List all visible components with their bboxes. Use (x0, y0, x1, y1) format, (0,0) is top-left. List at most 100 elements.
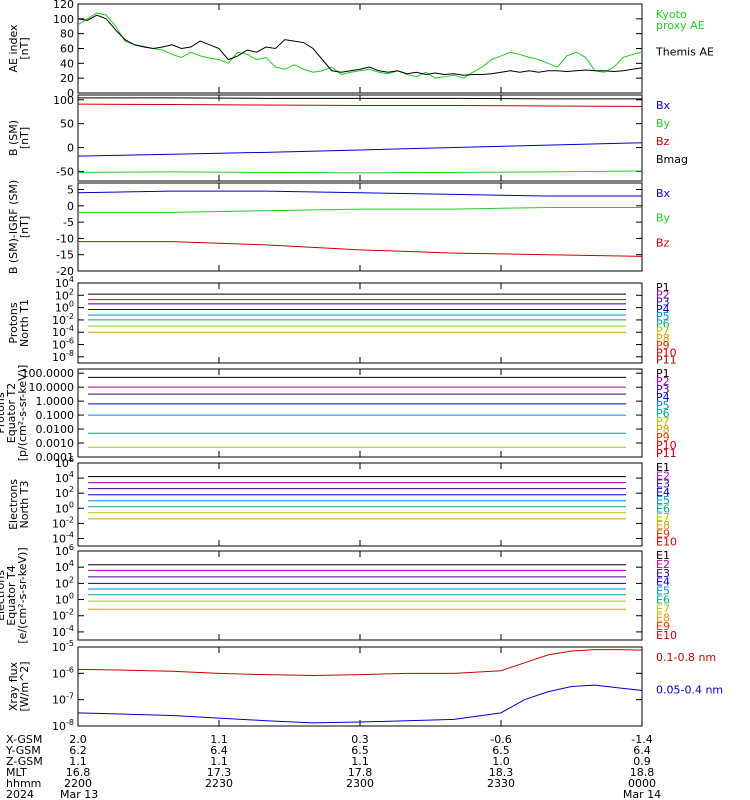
legend-entry: P4 (656, 303, 670, 316)
legend-entry: P3 (656, 296, 670, 309)
legend-entry: P10 (656, 439, 677, 452)
y-tick-label: 102 (55, 575, 74, 590)
x-row-label: MLT (6, 766, 27, 779)
y-tick-label: 10-2 (52, 515, 74, 530)
x-tick-value: 2.0 (69, 733, 87, 746)
x-tick-value: -0.6 (490, 733, 511, 746)
legend-entry: P8 (656, 332, 670, 345)
y-tick-label: 5 (67, 184, 74, 197)
y-tick-label: 1.0000 (36, 395, 75, 408)
y-tick-label: -15 (56, 249, 74, 262)
x-tick-value: 2300 (346, 777, 374, 790)
legend-entry: Themis AE (655, 46, 714, 59)
panel-frame (77, 282, 643, 364)
legend-entry: P5 (656, 310, 670, 323)
series-0-1-0-8-nm (77, 649, 643, 676)
y-tick-label: 10.0000 (29, 381, 75, 394)
legend-entry: P8 (656, 423, 670, 436)
x-tick-value: 2200 (64, 777, 92, 790)
x-tick-value: 17.3 (207, 766, 232, 779)
series-themis-ae (77, 14, 643, 76)
y-tick-label: 10-2 (52, 312, 74, 327)
y-tick-label: 0.0001 (36, 451, 75, 464)
y-tick-label: 102 (55, 485, 74, 500)
y-tick-label: -50 (56, 165, 74, 178)
y-tick-label: -5 (63, 216, 74, 229)
series-by (77, 170, 643, 174)
x-tick-value: Mar 14 (623, 788, 661, 800)
y-tick-label: 20 (60, 72, 74, 85)
legend-entry: P11 (656, 354, 677, 367)
legend-entry: P10 (656, 346, 677, 359)
x-tick-value: 6.2 (69, 744, 87, 757)
x-tick-value: 0.3 (351, 733, 369, 746)
y-axis-label: ProtonsNorth T1 (7, 299, 31, 347)
panel-bigrf: 5 0 -5 -10 -15 -20 B (SM)-IGRF (SM)[nT] Bx By Bz (7, 180, 671, 278)
legend-entry: E5 (656, 585, 670, 598)
y-tick-label: 0 (67, 87, 74, 100)
legend-entry: Bx (656, 99, 671, 112)
y-tick-label: 102 (55, 287, 74, 302)
x-tick-value: Mar 13 (60, 788, 98, 800)
y-tick-label: 10-4 (52, 324, 74, 339)
legend-entry: E1 (656, 461, 670, 474)
legend-entry: Bz (656, 236, 670, 249)
legend-entry: P2 (656, 375, 670, 388)
panel-xray: 10-5 10-6 10-7 10-8 Xray flux[W/m^2] 0.1-0.8 … (7, 639, 723, 733)
legend-entry: E6 (656, 503, 670, 516)
x-tick-value: -1.4 (631, 733, 652, 746)
y-tick-label: -10 (56, 232, 74, 245)
y-tick-label: 100 (53, 13, 74, 26)
x-tick-value: 6.5 (492, 744, 510, 757)
legend-entry: Bmag (656, 153, 688, 166)
y-tick-label: 0.1000 (36, 409, 75, 422)
legend-entry: E6 (656, 594, 670, 607)
series-bx (77, 190, 642, 197)
legend-entry: E2 (656, 558, 670, 571)
legend-entry: P6 (656, 407, 670, 420)
y-tick-label: 104 (55, 559, 74, 574)
legend-entry: E7 (656, 602, 670, 615)
y-tick-label: 10-8 (52, 718, 74, 733)
x-tick-value: 1.1 (69, 755, 87, 768)
series-by (78, 206, 642, 213)
y-tick-label: 10-5 (52, 639, 74, 654)
legend-entry: E8 (656, 611, 670, 624)
x-row-label: hhmm (6, 777, 41, 790)
y-axis-label: ProtonsEquator T2[p/(cm²-s-sr-keV)] (0, 365, 29, 462)
x-tick-value: 2230 (205, 777, 233, 790)
legend-entry: E10 (656, 629, 677, 642)
y-tick-label: 100 (55, 500, 74, 515)
legend-entry: E7 (656, 511, 670, 524)
legend-entry: P7 (656, 415, 670, 428)
panel-frame (77, 94, 643, 182)
legend-entry: E4 (656, 486, 670, 499)
y-tick-label: 10-4 (52, 624, 74, 639)
series-bx (77, 142, 643, 157)
x-row-label: 2024 (6, 788, 34, 800)
series-bmag (78, 97, 642, 100)
y-tick-label: 60 (60, 43, 74, 56)
series-bz (78, 241, 643, 257)
y-tick-label: 100 (55, 592, 74, 607)
x-tick-value: 17.8 (348, 766, 373, 779)
y-tick-label: 10-8 (52, 349, 74, 364)
panel-bsm: 100 50 0 -50 B (SM)[nT] Bx By Bz Bmag (7, 94, 688, 182)
legend-entry: P5 (656, 399, 670, 412)
panel-frame (77, 368, 643, 458)
x-tick-value: 1.0 (492, 755, 510, 768)
x-tick-value: 16.8 (66, 766, 91, 779)
y-tick-label: 106 (55, 455, 74, 470)
x-row-label: Z-GSM (6, 755, 43, 768)
legend-entry: Bz (656, 135, 670, 148)
x-axis-table: X-GSMY-GSMZ-GSMMLThhmm20242.06.21.116.82… (5, 733, 661, 800)
y-tick-label: 120 (53, 0, 74, 11)
legend-entry: P6 (656, 317, 670, 330)
y-tick-label: 0.0100 (36, 423, 75, 436)
x-row-label: X-GSM (6, 733, 42, 746)
x-tick-value: 6.4 (633, 744, 651, 757)
